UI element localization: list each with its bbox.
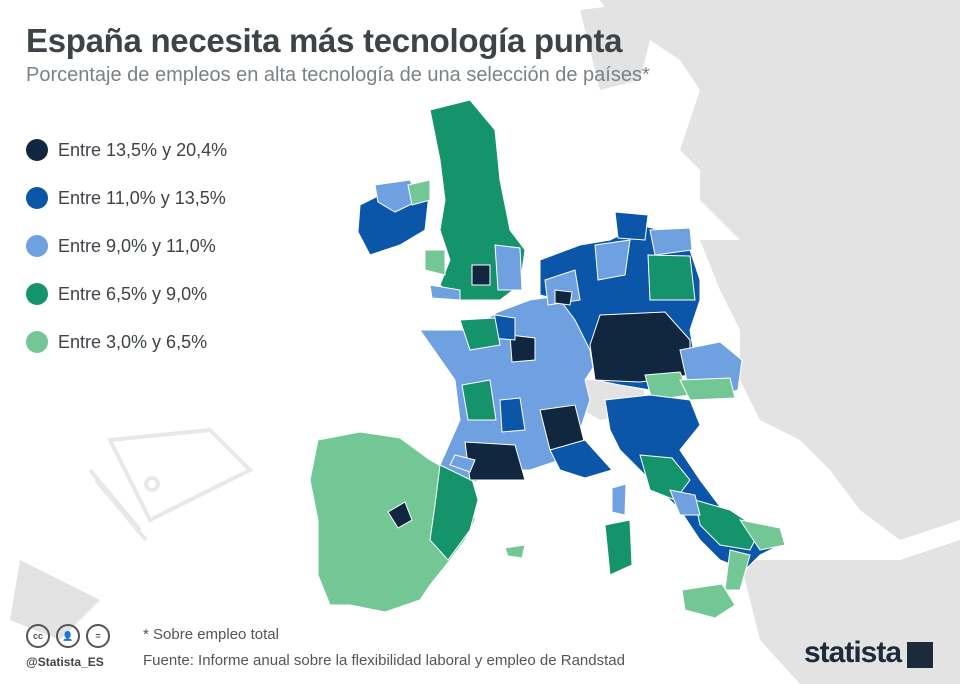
legend-item: Entre 11,0% y 13,5% [26, 174, 227, 222]
legend-swatch-light-blue [26, 235, 48, 257]
legend-label: Entre 11,0% y 13,5% [58, 187, 226, 208]
statista-logo[interactable]: statista [804, 636, 902, 669]
page-title: España necesita más tecnología punta [26, 22, 623, 59]
legend-swatch-dark-navy [26, 139, 48, 161]
region-spain-portugal [309, 431, 526, 613]
source-text: Fuente: Informe anual sobre la flexibili… [143, 652, 625, 669]
legend-item: Entre 13,5% y 20,4% [26, 126, 227, 174]
legend-swatch-green [26, 283, 48, 305]
legend-item: Entre 3,0% y 6,5% [26, 318, 227, 366]
microchip-icon [88, 427, 254, 542]
by-icon[interactable]: 👤 [56, 624, 80, 648]
region-uk-ireland [357, 99, 526, 301]
license-icons: cc 👤 = [26, 624, 110, 648]
legend-label: Entre 6,5% y 9,0% [58, 283, 208, 304]
region-italy [604, 394, 786, 619]
statista-logo-mark-icon [907, 642, 933, 668]
page-subtitle: Porcentaje de empleos en alta tecnología… [26, 64, 650, 86]
region-benelux-germany [539, 211, 701, 401]
footnote: * Sobre empleo total [143, 626, 279, 643]
legend: Entre 13,5% y 20,4% Entre 11,0% y 13,5% … [26, 126, 227, 366]
region-austria-czech [679, 341, 743, 401]
legend-swatch-light-green [26, 331, 48, 353]
legend-label: Entre 9,0% y 11,0% [58, 235, 216, 256]
region-france [419, 294, 627, 516]
legend-label: Entre 13,5% y 20,4% [58, 139, 228, 160]
twitter-handle[interactable]: @Statista_ES [26, 655, 104, 669]
legend-item: Entre 6,5% y 9,0% [26, 270, 227, 318]
nd-icon[interactable]: = [86, 624, 110, 648]
background-land [10, 0, 960, 684]
cc-icon[interactable]: cc [26, 624, 50, 648]
legend-swatch-blue [26, 187, 48, 209]
legend-item: Entre 9,0% y 11,0% [26, 222, 227, 270]
legend-label: Entre 3,0% y 6,5% [58, 331, 208, 352]
